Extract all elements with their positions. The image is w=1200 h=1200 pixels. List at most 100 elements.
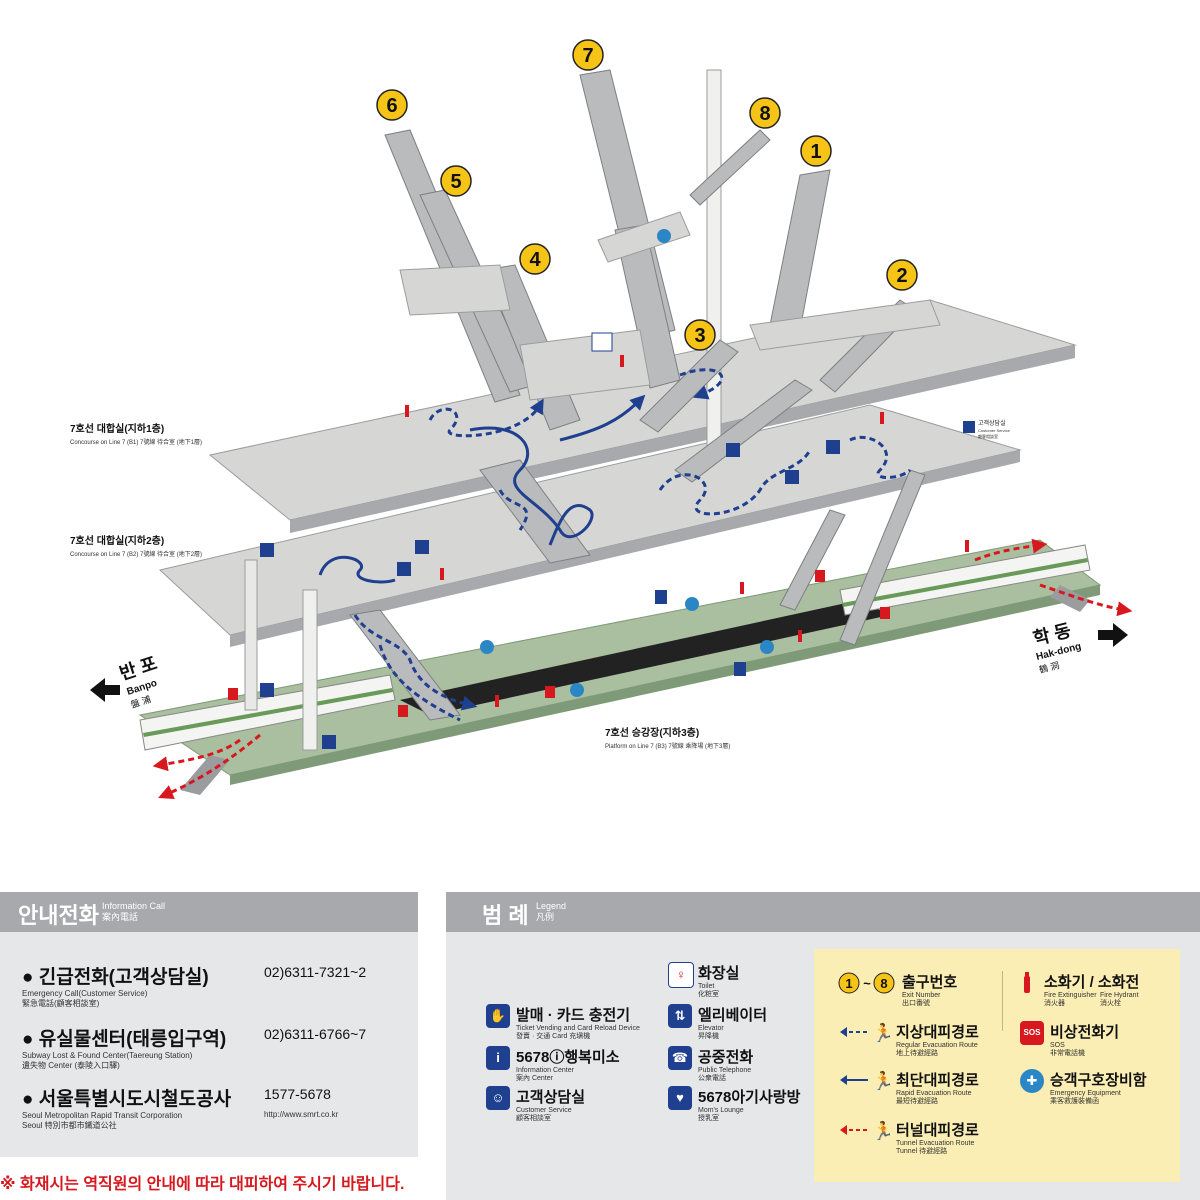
info-call-title-en: Information Call xyxy=(102,901,166,911)
rescue-equipment-icon xyxy=(685,597,699,611)
exit-badge-1: 1 xyxy=(800,135,832,167)
sos-phone-icon: SOS xyxy=(1020,1021,1044,1045)
call-number[interactable]: 02)6311-7321~2 xyxy=(264,964,367,980)
regular-evacuation-routes-solid xyxy=(318,394,646,584)
train-right xyxy=(839,544,1091,616)
facility-markers xyxy=(228,229,975,749)
svg-text:8: 8 xyxy=(880,976,887,991)
call-sub-hanja: 緊急電話(顧客相談室) xyxy=(22,999,100,1008)
exit-badge-2: 2 xyxy=(886,259,918,291)
call-row-emergency: ● 긴급전화(고객상담실) Emergency Call(Customer Se… xyxy=(22,964,367,1008)
legend-ground-route: 🏃 지상대피경로 Regular Evacuation Route 地上待避經路 xyxy=(838,1021,979,1057)
exit-badge-5: 5 xyxy=(440,165,472,197)
elevator-icon: ⇅ xyxy=(668,1004,692,1028)
rescue-equipment-icon xyxy=(657,229,671,243)
svg-text:7: 7 xyxy=(582,45,593,67)
call-row-corporation: ● 서울특별시도시철도공사 Seoul Metropolitan Rapid T… xyxy=(22,1086,339,1130)
elevator-icon xyxy=(260,683,274,697)
level-label-b1: 7호선 대합실(지하1층) Concourse on Line 7 (B1) 7… xyxy=(70,422,202,446)
call-sub-en: Subway Lost & Found Center(Taereung Stat… xyxy=(22,1051,193,1060)
svg-text:2: 2 xyxy=(896,265,907,287)
fire-extinguisher-icon xyxy=(620,355,624,367)
svg-text:~: ~ xyxy=(863,976,871,991)
svg-text:8: 8 xyxy=(759,103,770,125)
sos-phone-icon xyxy=(545,686,555,698)
exit-badge-7: 7 xyxy=(572,39,604,71)
regular-evacuation-routes xyxy=(353,368,912,722)
fire-extinguisher-icon xyxy=(740,582,744,594)
svg-text:5: 5 xyxy=(450,171,461,193)
svg-text:7호선 대합실(지하1층): 7호선 대합실(지하1층) xyxy=(70,422,164,435)
call-sub-en: Emergency Call(Customer Service) xyxy=(22,989,148,998)
direction-left: 반 포 Banpo 盤 浦 xyxy=(90,653,159,710)
corporation-url[interactable]: http://www.smrt.co.kr xyxy=(264,1110,339,1119)
exit-badges: 6 5 4 7 8 1 2 3 xyxy=(376,39,918,351)
sos-phone-icon xyxy=(398,705,408,717)
legend-title-en: Legend xyxy=(536,901,567,911)
ticket-machine-icon xyxy=(415,540,429,554)
direction-right: 학 동 Hak-dong 鶴 洞 xyxy=(1031,619,1128,675)
sos-phone-icon xyxy=(880,607,890,619)
fire-extinguisher-icon xyxy=(880,412,884,424)
legend-title-hanja: 凡例 xyxy=(536,912,555,922)
exit-badge-3: 3 xyxy=(684,319,716,351)
sos-phone-icon xyxy=(815,570,825,582)
rescue-equipment-icon: ✚ xyxy=(1020,1069,1044,1093)
tunnel-evacuation-routes xyxy=(152,538,1133,799)
tunnel-route-icon: 🏃 xyxy=(840,1120,894,1141)
ticket-machine-icon: ✋ xyxy=(486,1004,510,1028)
svg-text:Platform on Line 7 (B3) 7號線 乘: Platform on Line 7 (B3) 7號線 乘降場 (地下3層) xyxy=(605,742,730,750)
svg-text:顧客相談室: 顧客相談室 xyxy=(978,433,998,439)
exit-badge-8: 8 xyxy=(749,97,781,129)
customer-service-icon: ☺ xyxy=(486,1086,510,1110)
info-center-icon xyxy=(397,562,411,576)
svg-text:3: 3 xyxy=(694,325,705,347)
station-map: 6 5 4 7 8 1 2 3 xyxy=(70,39,1133,799)
call-sub-hanja: Seoul 特別市都市鐵道公社 xyxy=(22,1121,117,1130)
info-call-title: 안내전화 xyxy=(18,903,99,928)
svg-text:🏃: 🏃 xyxy=(872,1022,890,1043)
fire-extinguisher-icon xyxy=(965,540,969,552)
call-sub-en: Seoul Metropolitan Rapid Transit Corpora… xyxy=(22,1111,183,1120)
info-call-panel: 안내전화 Information Call 案內電話 ● 긴급전화(고객상담실)… xyxy=(0,892,418,1157)
platform-stair-left xyxy=(180,755,230,795)
legend-title: 범 례 xyxy=(482,903,529,928)
call-name: 유실물센터(태릉입구역) xyxy=(38,1029,227,1050)
info-center-icon: i xyxy=(486,1046,510,1070)
legend-divider xyxy=(1002,971,1003,1031)
fire-extinguisher-icon xyxy=(798,630,802,642)
exit-stairs xyxy=(349,69,926,721)
svg-text:鶴 洞: 鶴 洞 xyxy=(1038,659,1061,675)
svg-text:1: 1 xyxy=(810,141,821,163)
mezzanine-slabs xyxy=(399,211,941,401)
svg-text:🏃: 🏃 xyxy=(872,1120,890,1141)
evacuation-legend-box: 1 ~ 8 출구번호 Exit Number 出口番號 🏃 지상대피경로 Reg… xyxy=(814,949,1180,1182)
info-call-header: 안내전화 Information Call 案內電話 xyxy=(0,892,418,932)
public-phone-icon xyxy=(655,590,667,604)
fire-warning-notice: ※ 화재시는 역직원의 안내에 따라 대피하여 주시기 바랍니다. xyxy=(0,1176,405,1193)
toilet-icon xyxy=(591,332,613,352)
svg-text:6: 6 xyxy=(386,95,397,117)
call-number[interactable]: 02)6311-6766~7 xyxy=(264,1026,367,1042)
rapid-route-icon: 🏃 xyxy=(840,1070,894,1091)
ticket-machine-icon xyxy=(785,470,799,484)
info-center-icon xyxy=(826,440,840,454)
public-phone-icon xyxy=(734,662,746,676)
svg-text:7호선 대합실(지하2층): 7호선 대합실(지하2층) xyxy=(70,534,164,547)
customer-service-icon xyxy=(963,421,975,433)
legend-panel: 범 례 Legend 凡例 ✋ 발매 · 카드 충전기 Ticket Vendi… xyxy=(446,892,1200,1200)
regular-route-icon: 🏃 xyxy=(840,1022,894,1043)
info-call-title-hanja: 案內電話 xyxy=(102,912,139,922)
svg-text:Concourse on Line 7 (B2) 7號線: Concourse on Line 7 (B2) 7號線 待合室 (地下2層) xyxy=(70,550,202,558)
level-label-b3: 7호선 승강장(지하3층) Platform on Line 7 (B3) 7號… xyxy=(605,726,730,750)
call-number[interactable]: 1577-5678 xyxy=(264,1086,331,1102)
exit-badge-4: 4 xyxy=(519,243,551,275)
rescue-equipment-icon xyxy=(760,640,774,654)
elevator-icon xyxy=(260,543,274,557)
svg-text:Customer Service: Customer Service xyxy=(978,428,1011,433)
elevator-icon xyxy=(726,443,740,457)
rescue-equipment-icon xyxy=(480,640,494,654)
svg-text:7호선 승강장(지하3층): 7호선 승강장(지하3층) xyxy=(605,726,699,739)
call-name: 서울특별시도시철도공사 xyxy=(38,1089,232,1110)
svg-text:1: 1 xyxy=(845,976,852,991)
